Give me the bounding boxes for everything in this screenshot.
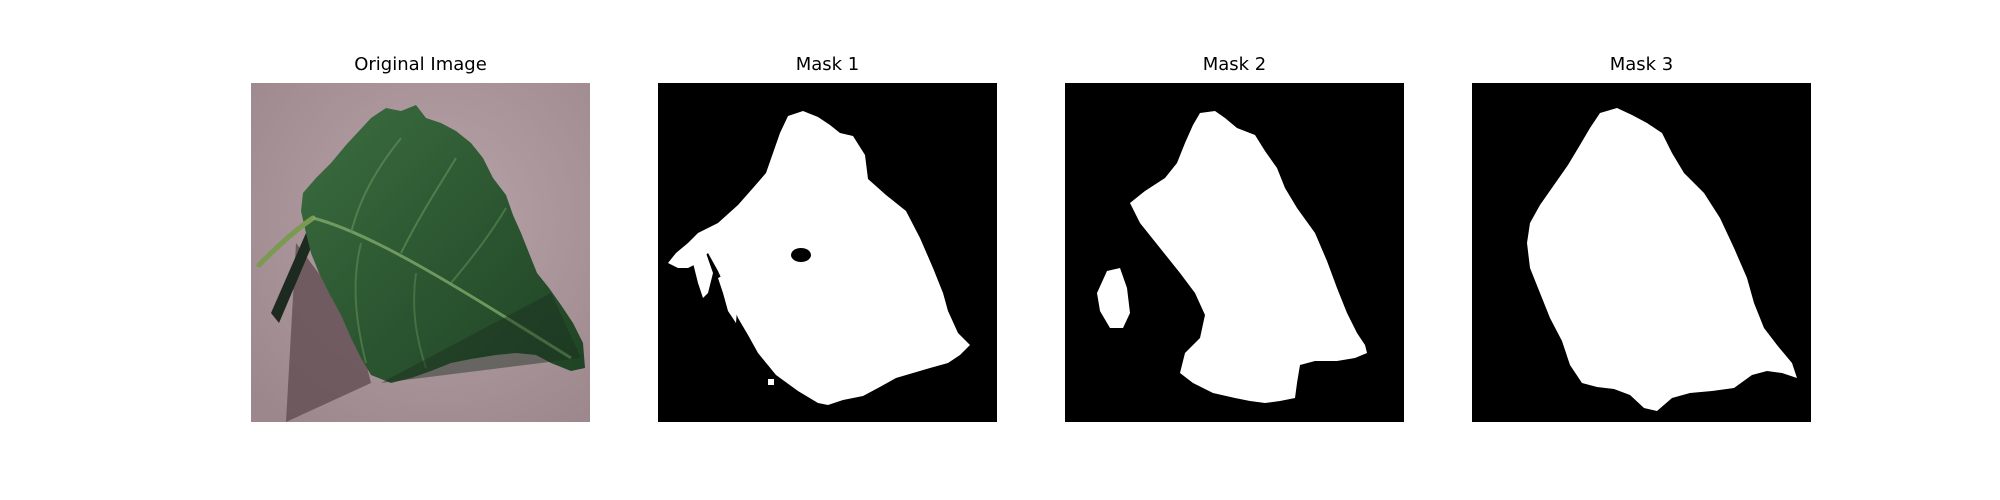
original-leaf-image [251, 83, 590, 422]
mask-2-image [1065, 83, 1404, 422]
panel-mask-2: Mask 2 [1065, 55, 1404, 438]
panel-title: Original Image [354, 54, 487, 75]
mask-3-image [1472, 83, 1811, 422]
panel-title: Mask 3 [1609, 54, 1674, 75]
panel-title: Mask 2 [1202, 54, 1267, 75]
panel-original-image: Original Image [251, 55, 590, 438]
panel-mask-3: Mask 3 [1472, 55, 1811, 438]
mask-1-image [658, 83, 997, 422]
panel-title: Mask 1 [795, 54, 860, 75]
panel-mask-1: Mask 1 [658, 55, 997, 438]
